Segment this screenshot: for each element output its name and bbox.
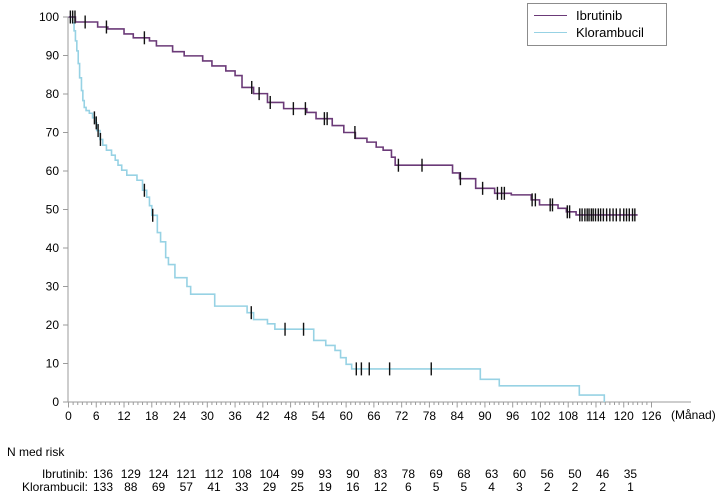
risk-row-klorambucil: Klorambucil: 133 88 69 57 41 33 29 25 19 16 12 6 5 5 4… [0, 480, 717, 494]
svg-text:0: 0 [65, 409, 72, 423]
curve-ibrutinib [68, 16, 638, 216]
risk-value: 121 [176, 467, 197, 481]
risk-row-label: Klorambucil: [21, 480, 88, 494]
risk-value: 35 [623, 467, 638, 481]
curve-klorambucil [68, 16, 606, 402]
svg-text:120: 120 [614, 409, 634, 423]
risk-value: 16 [346, 480, 360, 494]
svg-text:108: 108 [558, 409, 578, 423]
risk-value: 78 [401, 467, 416, 481]
svg-text:18: 18 [145, 409, 159, 423]
svg-text:66: 66 [367, 409, 381, 423]
svg-text:10: 10 [46, 357, 60, 371]
risk-value: 33 [235, 480, 249, 494]
svg-text:60: 60 [339, 409, 353, 423]
risk-value: 63 [484, 467, 499, 481]
legend-label-ibrutinib: Ibrutinib [576, 8, 623, 23]
svg-text:84: 84 [450, 409, 464, 423]
risk-value: 88 [124, 480, 138, 494]
legend-item-klorambucil: Klorambucil [534, 24, 662, 41]
risk-value: 6 [405, 480, 412, 494]
svg-text:42: 42 [256, 409, 270, 423]
risk-value: 2 [571, 480, 579, 494]
svg-text:114: 114 [586, 409, 605, 423]
risk-value: 3 [516, 480, 523, 494]
svg-text:96: 96 [506, 409, 520, 423]
svg-text:102: 102 [530, 409, 550, 423]
svg-text:48: 48 [284, 409, 298, 423]
risk-value: 2 [543, 480, 551, 494]
risk-value: 5 [432, 480, 440, 494]
svg-text:50: 50 [46, 203, 60, 217]
svg-text:60: 60 [46, 164, 60, 178]
risk-value: 2 [599, 480, 607, 494]
risk-value: 112 [204, 467, 224, 481]
risk-value: 50 [568, 467, 582, 481]
risk-value: 4 [488, 480, 495, 494]
svg-text:0: 0 [52, 395, 59, 409]
svg-text:24: 24 [173, 409, 187, 423]
risk-value: 57 [179, 480, 193, 494]
risk-value: 104 [259, 467, 280, 481]
risk-value: 133 [92, 480, 114, 494]
legend-label-klorambucil: Klorambucil [576, 25, 644, 40]
risk-value: 136 [92, 467, 114, 481]
risk-value: 5 [460, 480, 468, 494]
survival-chart: 0 10 20 30 40 50 60 70 80 90 100 0 6 12 18 24 30 36 42 48 54… [39, 10, 691, 423]
risk-value: 56 [540, 467, 554, 481]
svg-text:126: 126 [641, 409, 661, 423]
svg-text:90: 90 [478, 409, 492, 423]
svg-text:36: 36 [228, 409, 242, 423]
svg-text:90: 90 [46, 49, 60, 63]
svg-text:70: 70 [46, 126, 60, 140]
svg-text:54: 54 [312, 409, 326, 423]
risk-value: 19 [318, 480, 332, 494]
risk-table-title: N med risk [7, 445, 65, 459]
svg-text:100: 100 [39, 10, 59, 24]
svg-text:80: 80 [46, 87, 60, 101]
risk-value: 83 [373, 467, 388, 481]
risk-value: 93 [318, 467, 332, 481]
legend: Ibrutinib Klorambucil [527, 3, 667, 46]
risk-value: 1 [627, 480, 634, 494]
risk-value: 69 [429, 467, 443, 481]
risk-value: 41 [207, 480, 221, 494]
svg-text:30: 30 [201, 409, 215, 423]
risk-value: 108 [231, 467, 252, 481]
risk-value: 90 [346, 467, 360, 481]
svg-text:20: 20 [46, 318, 60, 332]
risk-value: 29 [262, 480, 277, 494]
risk-value: 124 [148, 467, 169, 481]
svg-text:72: 72 [395, 409, 409, 423]
svg-text:78: 78 [423, 409, 437, 423]
legend-line-ibrutinib [534, 15, 567, 16]
legend-item-ibrutinib: Ibrutinib [534, 7, 662, 24]
risk-value: 129 [120, 467, 141, 481]
risk-row-ibrutinib: Ibrutinib: 136 129 124 121 112 108 104 99 93 90 83… [0, 467, 717, 481]
risk-value: 46 [595, 467, 610, 481]
risk-row-label: Ibrutinib: [41, 467, 88, 481]
risk-value: 68 [457, 467, 471, 481]
risk-value: 25 [290, 480, 304, 494]
svg-text:6: 6 [93, 409, 100, 423]
risk-value: 12 [373, 480, 388, 494]
risk-value: 69 [151, 480, 166, 494]
svg-text:30: 30 [46, 280, 60, 294]
svg-text:40: 40 [46, 241, 60, 255]
legend-line-klorambucil [534, 32, 567, 33]
risk-value: 60 [512, 467, 527, 481]
svg-text:12: 12 [117, 409, 131, 423]
x-axis-unit-label: (Månad) [671, 408, 716, 422]
risk-value: 99 [290, 467, 304, 481]
